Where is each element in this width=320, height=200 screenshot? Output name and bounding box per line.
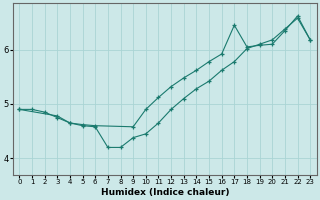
- X-axis label: Humidex (Indice chaleur): Humidex (Indice chaleur): [100, 188, 229, 197]
